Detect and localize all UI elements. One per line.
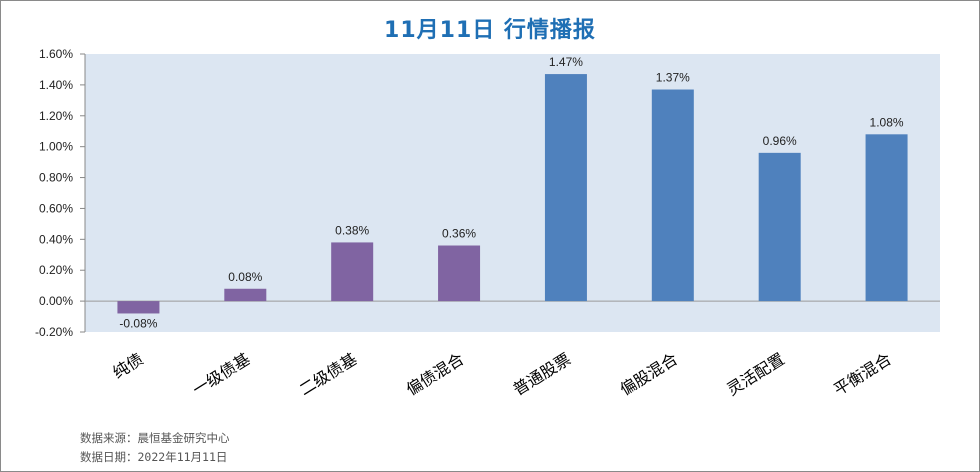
data-label: 0.08% (228, 270, 262, 284)
bar (865, 134, 908, 302)
y-tick-label: 1.20% (39, 109, 73, 123)
data-label: 0.36% (442, 227, 476, 241)
chart-title: 11月11日 行情播报 (384, 18, 596, 43)
bar (438, 245, 481, 302)
category-label: 普通股票 (510, 349, 574, 399)
category-label: 偏债混合 (403, 349, 467, 399)
y-tick-label: 0.80% (39, 171, 73, 185)
y-tick-label: 0.20% (39, 263, 73, 277)
bar (758, 152, 801, 302)
bar (651, 89, 694, 302)
bar (117, 301, 160, 314)
date-note: 数据日期：2022年11月11日 (80, 450, 228, 464)
plot-area (85, 54, 940, 332)
category-label: 灵活配置 (723, 349, 787, 399)
category-label: 偏股混合 (617, 349, 681, 399)
bar (331, 242, 374, 302)
bar (224, 288, 267, 302)
y-tick-label: 0.40% (39, 232, 73, 246)
category-labels: 纯债 一级债基 二级债基 偏债混合 普通股票 偏股混合 灵活配置 平衡混合 (109, 349, 894, 399)
data-label: 0.96% (763, 134, 797, 148)
data-label: 1.37% (656, 71, 690, 85)
y-tick-label: 1.00% (39, 140, 73, 154)
bar (544, 74, 587, 302)
data-label: -0.08% (119, 316, 157, 330)
category-label: 二级债基 (296, 349, 360, 399)
y-tick-label: 1.60% (39, 47, 73, 61)
category-label: 平衡混合 (830, 349, 894, 399)
category-label: 纯债 (109, 349, 146, 382)
data-label: 0.38% (335, 223, 369, 237)
data-label: 1.08% (870, 115, 904, 129)
bars (117, 74, 908, 314)
data-labels: -0.08% 0.08% 0.38% 0.36% 1.47% 1.37% 0.96% 1.08… (119, 55, 903, 330)
category-label: 一级债基 (189, 349, 253, 399)
data-label: 1.47% (549, 55, 583, 69)
y-tick-label: 1.40% (39, 78, 73, 92)
source-note: 数据来源：晨恒基金研究中心 (80, 431, 230, 445)
y-axis: -0.20% 0.00% 0.20% 0.40% 0.60% 0.80% 1.00% 1.20… (35, 47, 940, 339)
y-tick-label: 0.00% (39, 294, 73, 308)
y-tick-label: -0.20% (35, 325, 73, 339)
y-tick-label: 0.60% (39, 201, 73, 215)
